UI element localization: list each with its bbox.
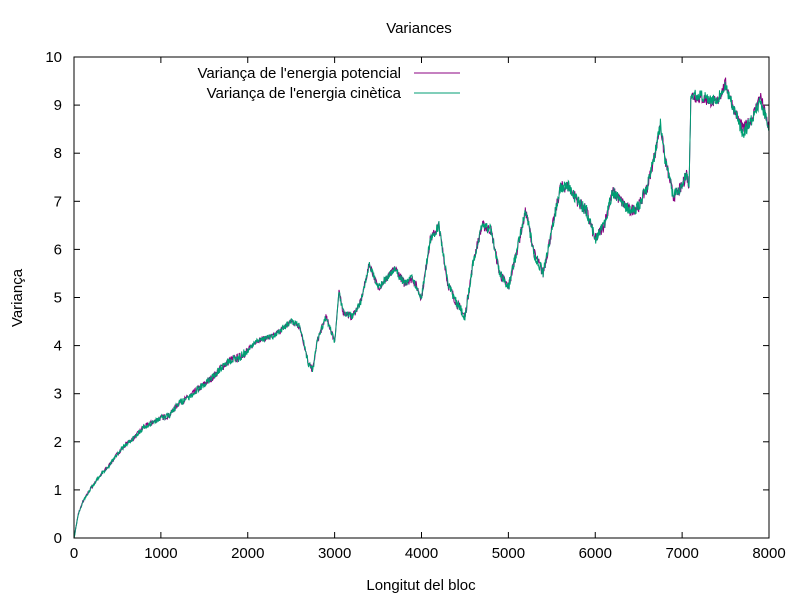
x-tick-label: 3000: [318, 545, 351, 562]
x-tick-label: 2000: [231, 545, 264, 562]
x-axis-label: Longitut del bloc: [366, 577, 476, 594]
series-lines: [73, 77, 770, 539]
y-tick-label: 9: [54, 97, 62, 114]
x-tick-label: 4000: [405, 545, 438, 562]
legend: Variança de l'energia potencial Variança …: [197, 65, 460, 102]
x-tick-label: 1000: [144, 545, 177, 562]
x-tick-label: 7000: [665, 545, 698, 562]
y-tick-label: 7: [54, 193, 62, 210]
plot-area-border: [73, 56, 770, 539]
y-axis-label: Variança: [9, 268, 26, 327]
y-tick-label: 5: [54, 290, 62, 307]
y-tick-label: 10: [45, 49, 62, 66]
x-tick-label: 5000: [492, 545, 525, 562]
y-tick-label: 0: [54, 530, 62, 547]
series-line-1: [73, 77, 770, 539]
x-tick-label: 8000: [752, 545, 785, 562]
y-tick-label: 2: [54, 434, 62, 451]
y-tick-label: 8: [54, 145, 62, 162]
x-tick-label: 0: [70, 545, 78, 562]
y-tick-label: 1: [54, 482, 62, 499]
legend-label-1: Variança de l'energia potencial: [197, 65, 401, 82]
y-tick-label: 3: [54, 386, 62, 403]
chart-title: Variances: [386, 20, 452, 37]
series-line-2: [73, 81, 770, 539]
legend-label-2: Variança de l'energia cinètica: [207, 85, 402, 102]
y-tick-label: 4: [54, 338, 62, 355]
axis-ticks: 0 1000 2000 3000 4000 5000 6000 7000 8000 0 1 2 3 4 5 6…: [45, 49, 785, 562]
x-tick-label: 6000: [579, 545, 612, 562]
y-tick-label: 6: [54, 241, 62, 258]
